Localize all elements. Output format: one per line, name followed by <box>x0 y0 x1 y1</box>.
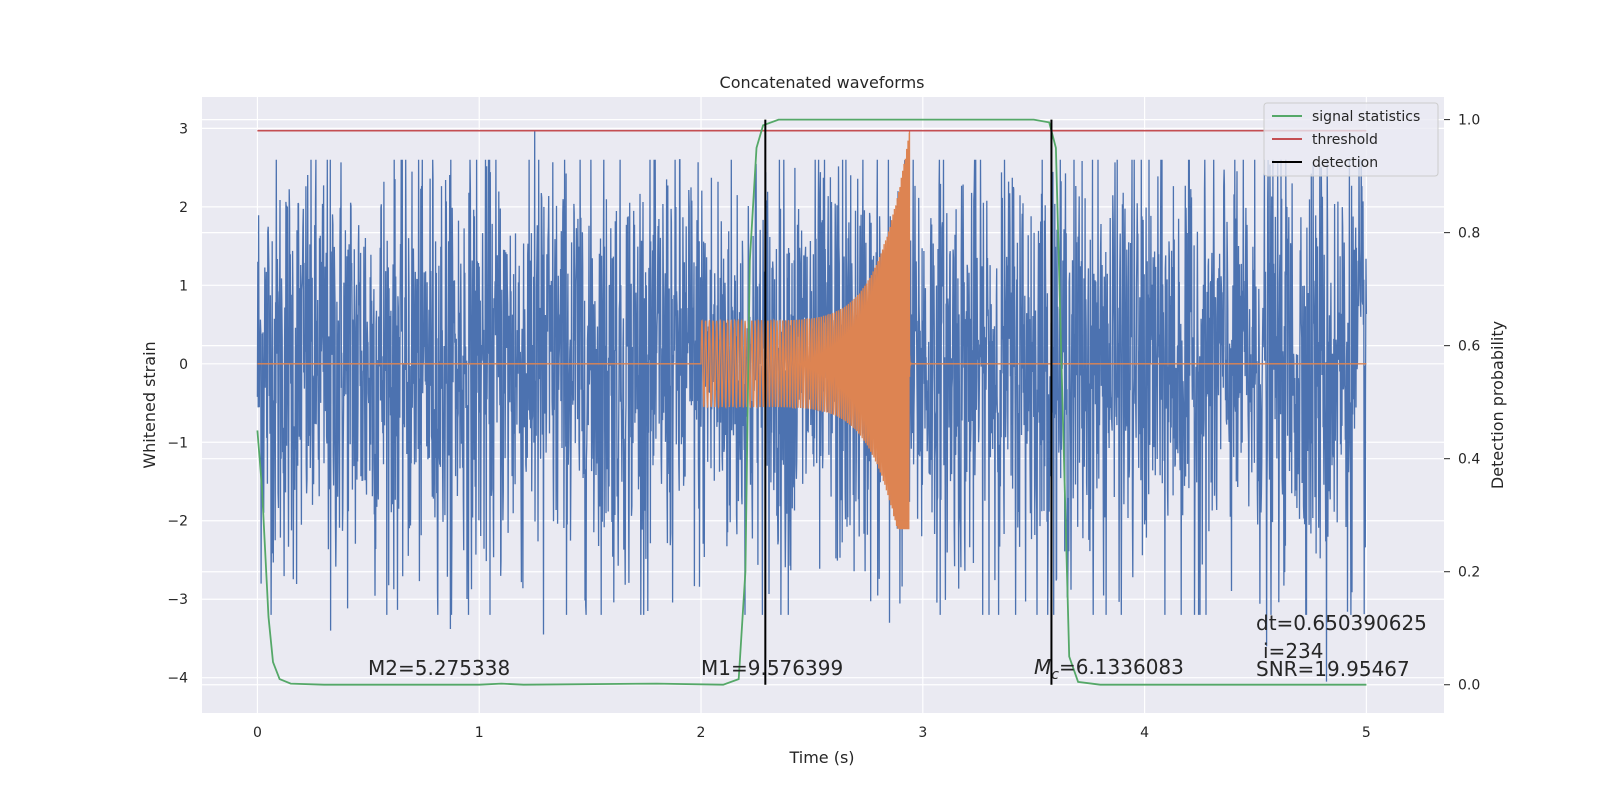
y-axis-label: Whitened strain <box>140 341 159 468</box>
y-tick-label: −3 <box>167 592 188 608</box>
annotation-snr: SNR=19.95467 <box>1256 657 1410 681</box>
legend-label-detection: detection <box>1312 155 1378 171</box>
x-tick-label: 2 <box>697 725 706 741</box>
y2-tick-label: 0.0 <box>1458 678 1480 694</box>
annotation-dt: dt=0.650390625 <box>1256 611 1427 635</box>
y2-tick-label: 0.6 <box>1458 339 1480 355</box>
y2-tick-label: 0.8 <box>1458 226 1480 242</box>
annotation-m2: M2=5.275338 <box>368 656 510 680</box>
legend-label-signal-statistics: signal statistics <box>1312 109 1420 125</box>
ticks: 0 1 2 3 4 5 −4 −3 −2 −1 0 1 2 3 0.0 0.2 0.4 0.6 0.8 1.0 <box>167 113 1480 741</box>
x-tick-label: 1 <box>475 725 484 741</box>
y-tick-label: −2 <box>167 514 188 530</box>
annotation-i: i=234 <box>1263 639 1324 663</box>
y-tick-label: 3 <box>179 121 188 137</box>
annotations: M2=5.275338 M1=9.576399 Mc=6.1336083 dt=… <box>368 611 1427 683</box>
chart-title: Concatenated waveforms <box>720 73 925 92</box>
y2-tick-label: 1.0 <box>1458 113 1480 129</box>
y-tick-label: 1 <box>179 278 188 294</box>
x-axis-label: Time (s) <box>788 748 854 767</box>
y-tick-label: −1 <box>167 435 188 451</box>
y-tick-label: 0 <box>179 357 188 373</box>
y-tick-label: −4 <box>167 671 188 687</box>
annotation-mc-symbol: M <box>1034 655 1051 679</box>
x-tick-label: 3 <box>918 725 927 741</box>
series-signal-statistics-line <box>256 118 1367 686</box>
series-layer <box>256 118 1368 686</box>
legend-label-threshold: threshold <box>1312 132 1378 148</box>
annotation-mc-subscript: c <box>1051 667 1059 683</box>
y2-tick-label: 0.4 <box>1458 452 1480 468</box>
y2-axis-label: Detection probability <box>1488 321 1507 489</box>
x-tick-label: 0 <box>253 725 262 741</box>
legend: signal statistics threshold detection <box>1263 102 1439 177</box>
annotation-mc-value: =6.1336083 <box>1059 655 1184 679</box>
x-tick-label: 5 <box>1362 725 1371 741</box>
annotation-m1: M1=9.576399 <box>701 656 843 680</box>
series-waveform-line <box>257 130 1367 530</box>
series-noise-line <box>256 130 1368 682</box>
legend-box <box>1263 102 1439 177</box>
x-tick-label: 4 <box>1140 725 1149 741</box>
y2-tick-label: 0.2 <box>1458 565 1480 581</box>
annotation-mc: Mc=6.1336083 <box>1034 655 1184 683</box>
y-tick-label: 2 <box>179 200 188 216</box>
